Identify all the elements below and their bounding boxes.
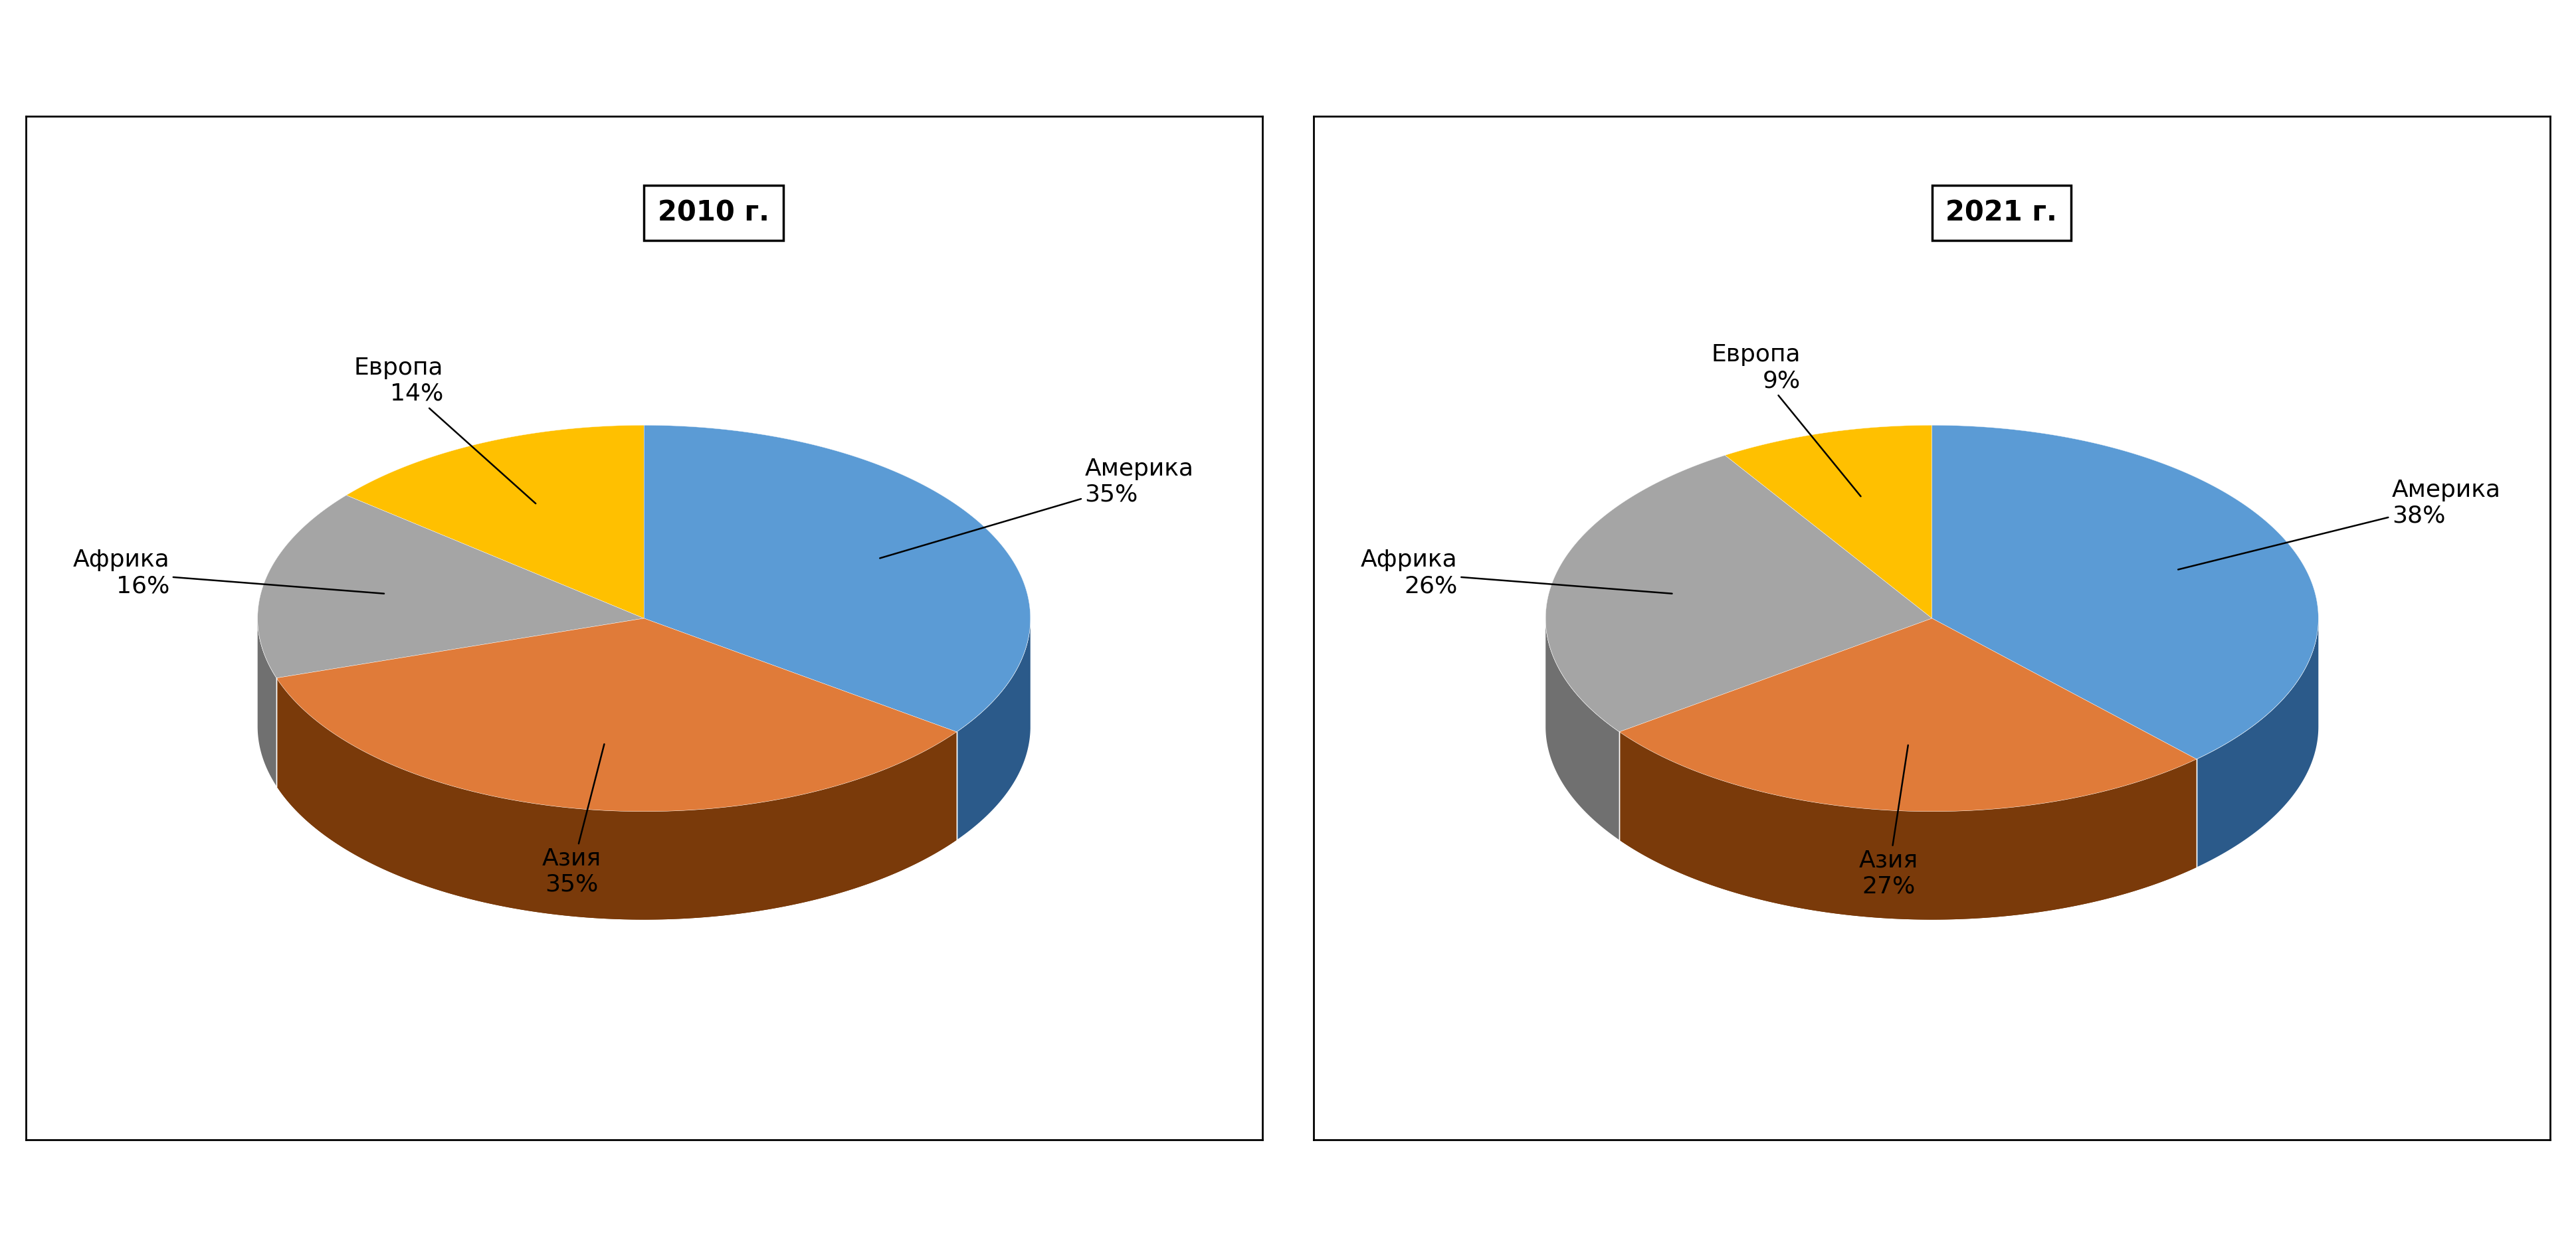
Polygon shape	[1620, 732, 2197, 919]
Polygon shape	[1726, 426, 1932, 618]
Text: Америка
38%: Америка 38%	[2179, 479, 2501, 569]
Polygon shape	[644, 426, 1030, 732]
Polygon shape	[1932, 426, 2318, 759]
Text: Азия
27%: Азия 27%	[1860, 745, 1919, 898]
Text: Европа
14%: Европа 14%	[353, 357, 536, 504]
Polygon shape	[644, 426, 1030, 732]
Polygon shape	[1620, 618, 2197, 811]
Polygon shape	[258, 495, 644, 678]
Polygon shape	[276, 678, 956, 919]
Polygon shape	[1620, 618, 2197, 811]
Polygon shape	[276, 618, 956, 811]
Text: 2010 г.: 2010 г.	[657, 198, 770, 227]
Text: Америка
35%: Америка 35%	[881, 457, 1193, 558]
Polygon shape	[956, 620, 1030, 840]
Text: Африка
26%: Африка 26%	[1360, 549, 1672, 598]
Polygon shape	[1546, 455, 1932, 732]
Polygon shape	[258, 618, 276, 786]
Polygon shape	[276, 618, 956, 811]
Polygon shape	[1546, 619, 1620, 840]
Polygon shape	[1726, 426, 1932, 618]
Polygon shape	[1546, 455, 1932, 732]
Text: Африка
16%: Африка 16%	[72, 549, 384, 598]
Polygon shape	[345, 426, 644, 618]
Polygon shape	[1932, 426, 2318, 759]
Text: 2021 г.: 2021 г.	[1945, 198, 2058, 227]
Polygon shape	[258, 495, 644, 678]
Text: Азия
35%: Азия 35%	[541, 744, 605, 896]
Polygon shape	[276, 678, 956, 919]
Polygon shape	[345, 426, 644, 618]
Polygon shape	[2197, 618, 2318, 868]
Polygon shape	[1620, 732, 2197, 919]
Text: Европа
9%: Европа 9%	[1710, 343, 1860, 496]
